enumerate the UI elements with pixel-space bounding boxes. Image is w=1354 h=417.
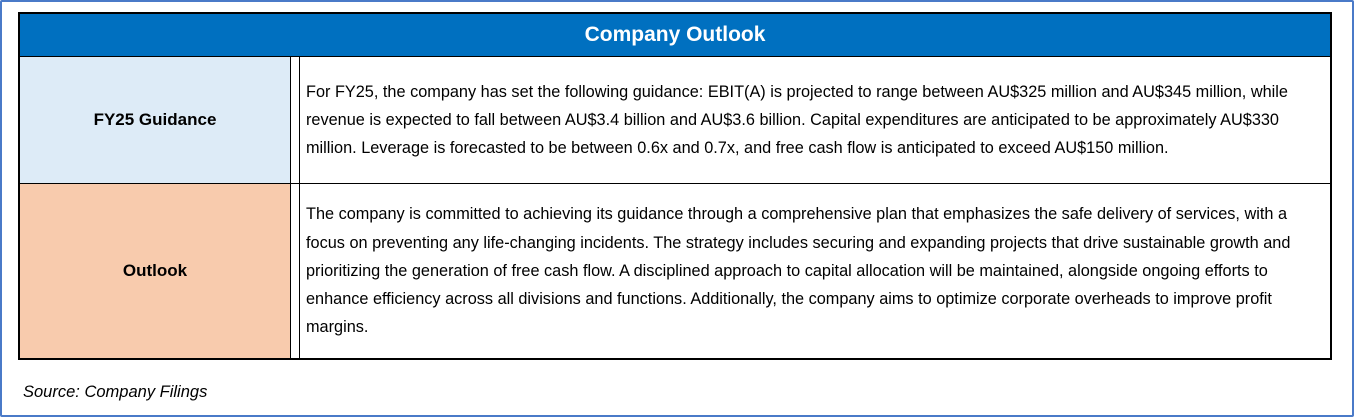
row-label: FY25 Guidance: [18, 56, 291, 184]
row-text: The company is committed to achieving it…: [299, 183, 1332, 360]
table-header-row: Company Outlook: [18, 12, 1332, 57]
row-label: Outlook: [18, 183, 291, 360]
source-note: Source: Company Filings: [23, 383, 208, 401]
company-outlook-table: Company Outlook FY25 Guidance For FY25, …: [18, 12, 1332, 360]
spacer-cell: [290, 56, 300, 184]
row-text: For FY25, the company has set the follow…: [299, 56, 1332, 184]
spacer-cell: [290, 183, 300, 360]
table-row-outlook: Outlook The company is committed to achi…: [18, 183, 1332, 360]
table-title: Company Outlook: [18, 12, 1332, 57]
table-row-fy25-guidance: FY25 Guidance For FY25, the company has …: [18, 56, 1332, 184]
